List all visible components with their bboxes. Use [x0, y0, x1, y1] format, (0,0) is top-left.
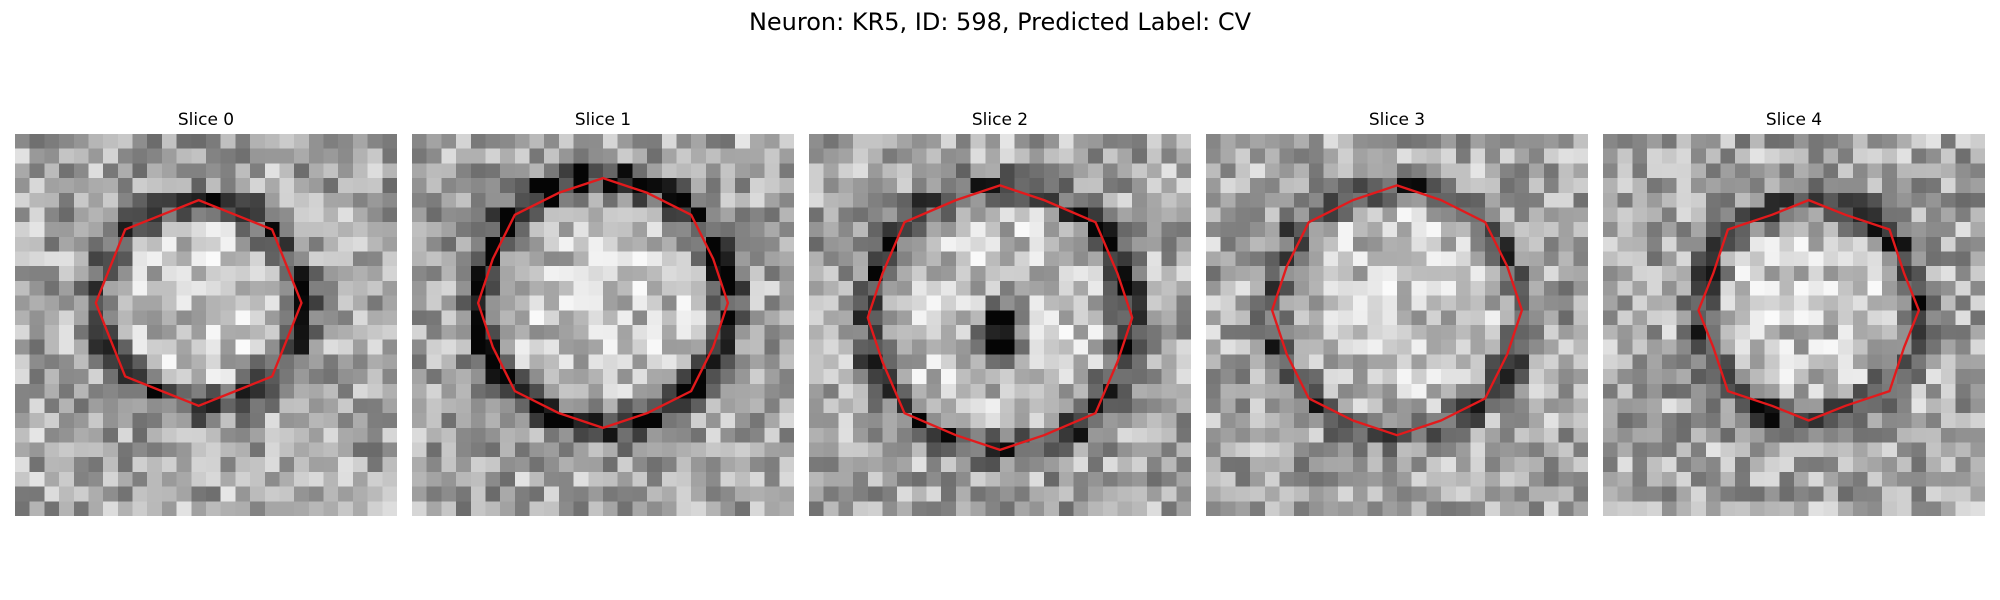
- pixel-grid: [412, 134, 794, 516]
- segmentation-contour: [1270, 184, 1524, 437]
- figure-title: Neuron: KR5, ID: 598, Predicted Label: C…: [748, 8, 1252, 36]
- slice-title: Slice 0: [177, 110, 235, 130]
- segmentation-contour: [866, 184, 1134, 452]
- slice-title: Slice 3: [1368, 110, 1426, 130]
- slice-image: [1206, 134, 1588, 516]
- slice-title: Slice 1: [574, 110, 632, 130]
- segmentation-contour: [94, 198, 303, 407]
- pixel-grid: [809, 134, 1191, 516]
- slice-title: Slice 4: [1765, 110, 1823, 130]
- slice-panel-2: Slice 2: [809, 110, 1191, 516]
- slice-image: [15, 134, 397, 516]
- slice-panel-0: Slice 0: [15, 110, 397, 516]
- pixel-grid: [1603, 134, 1985, 516]
- segmentation-contour: [476, 176, 730, 430]
- slice-image: [412, 134, 794, 516]
- pixel-grid: [1206, 134, 1588, 516]
- pixel-grid: [15, 134, 397, 516]
- slice-title: Slice 2: [971, 110, 1029, 130]
- slice-panel-3: Slice 3: [1206, 110, 1588, 516]
- slice-panel-4: Slice 4: [1603, 110, 1985, 516]
- slice-panel-1: Slice 1: [412, 110, 794, 516]
- segmentation-contour: [1697, 198, 1921, 422]
- slice-image: [809, 134, 1191, 516]
- slice-image: [1603, 134, 1985, 516]
